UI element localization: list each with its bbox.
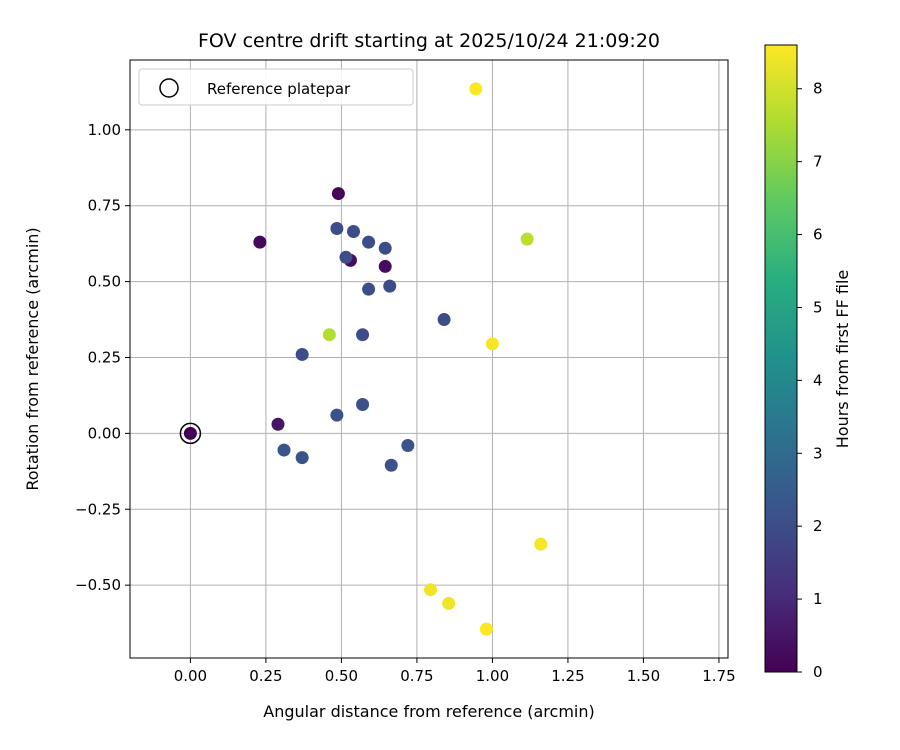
data-point [520, 232, 534, 246]
data-point [356, 328, 370, 342]
colorbar-ticks: 0 1 2 3 4 5 6 7 8 [797, 80, 823, 681]
colorbar-tick-label: 3 [813, 444, 823, 462]
y-tick-label: 0.25 [88, 348, 121, 366]
data-point [277, 443, 291, 457]
plot-frame [129, 59, 729, 659]
chart-title: FOV centre drift starting at 2025/10/24 … [198, 30, 660, 52]
data-point [437, 313, 451, 327]
y-tick-label: 1.00 [88, 121, 121, 139]
data-point [479, 622, 493, 636]
legend-label: Reference platepar [207, 80, 351, 98]
data-point [362, 282, 376, 296]
colorbar-label: Hours from first FF file [833, 270, 852, 449]
x-axis-ticks: 0.00 0.25 0.50 0.75 1.00 1.25 1.50 1.75 [174, 658, 736, 685]
y-axis-ticks: −0.50 −0.25 0.00 0.25 0.50 0.75 1.00 [75, 121, 130, 594]
data-point [331, 187, 345, 201]
legend: Reference platepar [138, 68, 414, 106]
y-tick-label: 0.50 [88, 273, 121, 291]
data-point [384, 458, 398, 472]
x-tick-label: 0.25 [249, 667, 282, 685]
colorbar: 0 1 2 3 4 5 6 7 8 Hours from first FF file [764, 44, 852, 681]
data-point [295, 451, 309, 465]
data-point [356, 398, 370, 412]
data-point [253, 235, 267, 249]
data-point [534, 537, 548, 551]
colorbar-tick-label: 0 [813, 663, 823, 681]
x-tick-label: 1.50 [627, 667, 660, 685]
grid [130, 60, 728, 658]
x-tick-label: 0.00 [174, 667, 207, 685]
data-point [378, 259, 392, 273]
x-tick-label: 0.50 [325, 667, 358, 685]
y-axis-label: Rotation from reference (arcmin) [23, 227, 42, 490]
data-point [362, 235, 376, 249]
x-tick-label: 1.75 [702, 667, 735, 685]
colorbar-tick-label: 7 [813, 153, 823, 171]
x-axis-label: Angular distance from reference (arcmin) [263, 702, 594, 721]
data-point [485, 337, 499, 351]
colorbar-tick-label: 5 [813, 298, 823, 316]
y-tick-label: −0.50 [75, 576, 121, 594]
colorbar-gradient [764, 44, 798, 673]
y-tick-label: −0.25 [75, 500, 121, 518]
legend-box [138, 68, 414, 106]
data-point [295, 347, 309, 361]
data-point [378, 241, 392, 255]
data-point [271, 417, 285, 431]
data-points [183, 82, 548, 636]
colorbar-tick-label: 8 [813, 80, 823, 98]
y-tick-label: 0.75 [88, 197, 121, 215]
data-point [424, 583, 438, 597]
reference-marker [179, 422, 202, 445]
data-point [330, 408, 344, 422]
colorbar-tick-label: 1 [813, 590, 823, 608]
x-tick-label: 1.25 [551, 667, 584, 685]
data-point [330, 221, 344, 235]
data-point [401, 439, 415, 453]
data-point [442, 596, 456, 610]
x-tick-label: 1.00 [476, 667, 509, 685]
data-point [322, 328, 336, 342]
x-tick-label: 0.75 [400, 667, 433, 685]
data-point [383, 279, 397, 293]
y-tick-label: 0.00 [88, 424, 121, 442]
data-point [339, 250, 353, 264]
colorbar-tick-label: 2 [813, 517, 823, 535]
colorbar-tick-label: 4 [813, 371, 823, 389]
data-point [346, 225, 360, 239]
data-point [469, 82, 483, 96]
colorbar-tick-label: 6 [813, 226, 823, 244]
data-point [183, 426, 197, 440]
reference-platepar-marker [179, 422, 202, 445]
legend-reference-marker [159, 78, 179, 98]
